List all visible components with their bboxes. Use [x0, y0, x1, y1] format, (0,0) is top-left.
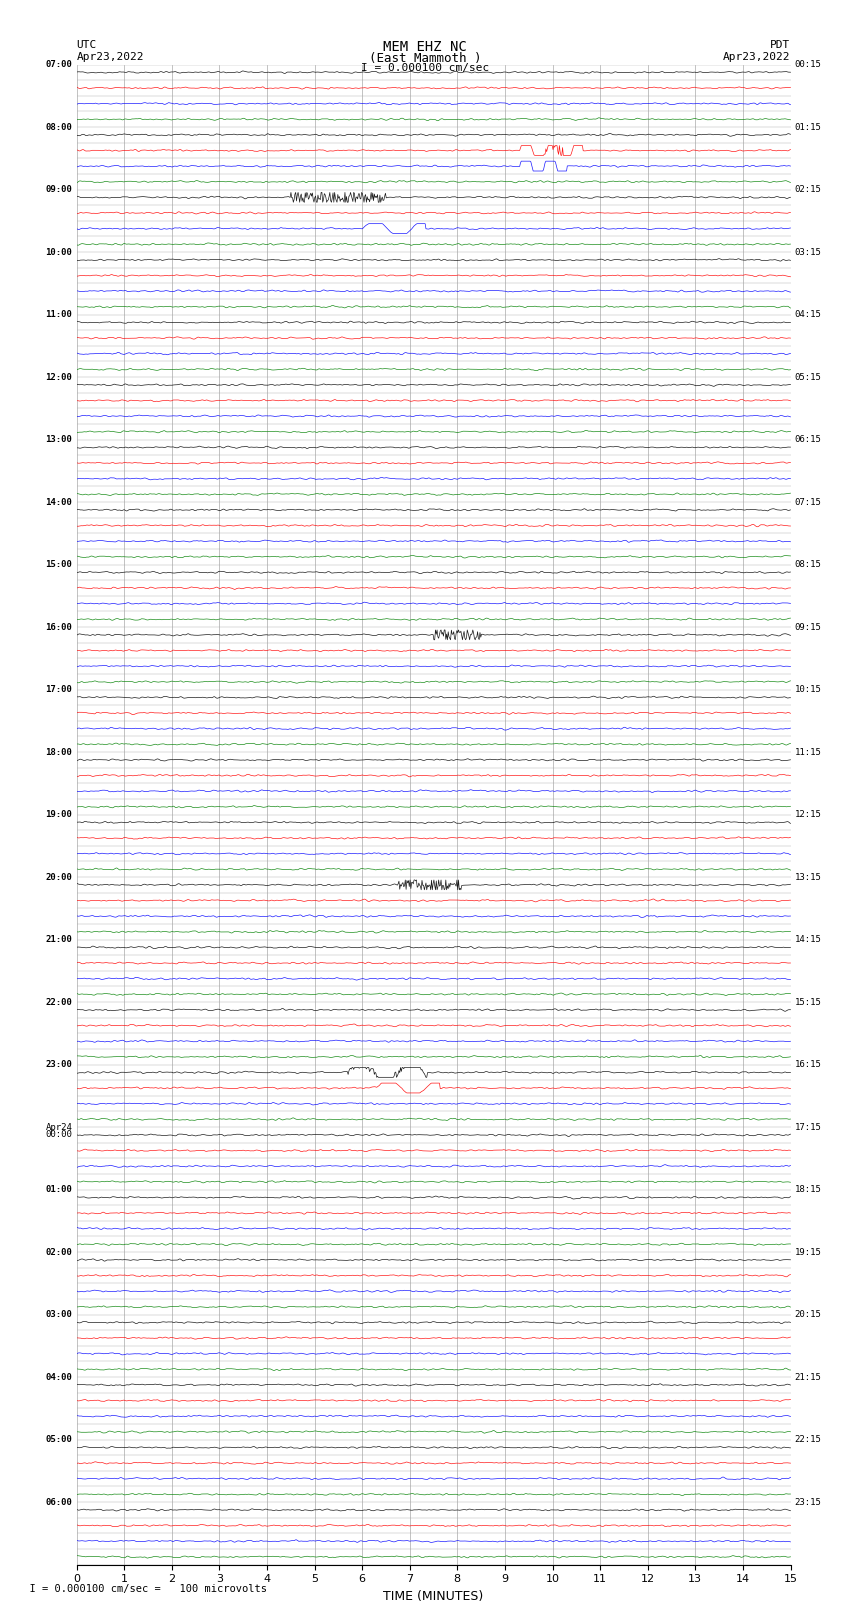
- Text: 02:00: 02:00: [45, 1247, 72, 1257]
- Text: Apr23,2022: Apr23,2022: [76, 52, 144, 61]
- X-axis label: TIME (MINUTES): TIME (MINUTES): [383, 1590, 484, 1603]
- Text: 02:15: 02:15: [795, 185, 822, 194]
- Text: Apr24: Apr24: [45, 1123, 72, 1132]
- Text: I = 0.000100 cm/sec: I = 0.000100 cm/sec: [361, 63, 489, 73]
- Text: 05:00: 05:00: [45, 1436, 72, 1444]
- Text: 06:15: 06:15: [795, 436, 822, 444]
- Text: 01:00: 01:00: [45, 1186, 72, 1194]
- Text: 12:00: 12:00: [45, 373, 72, 382]
- Text: 18:15: 18:15: [795, 1186, 822, 1194]
- Text: 17:15: 17:15: [795, 1123, 822, 1132]
- Text: 05:15: 05:15: [795, 373, 822, 382]
- Text: (East Mammoth ): (East Mammoth ): [369, 52, 481, 65]
- Text: 07:15: 07:15: [795, 497, 822, 506]
- Text: 00:15: 00:15: [795, 60, 822, 69]
- Text: 03:15: 03:15: [795, 247, 822, 256]
- Text: 09:15: 09:15: [795, 623, 822, 632]
- Text: 23:00: 23:00: [45, 1060, 72, 1069]
- Text: 20:00: 20:00: [45, 873, 72, 882]
- Text: 10:15: 10:15: [795, 686, 822, 694]
- Text: 14:15: 14:15: [795, 936, 822, 944]
- Text: 13:00: 13:00: [45, 436, 72, 444]
- Text: 04:15: 04:15: [795, 310, 822, 319]
- Text: 16:15: 16:15: [795, 1060, 822, 1069]
- Text: 08:15: 08:15: [795, 560, 822, 569]
- Text: 12:15: 12:15: [795, 810, 822, 819]
- Text: 07:00: 07:00: [45, 60, 72, 69]
- Text: 19:15: 19:15: [795, 1247, 822, 1257]
- Text: 20:15: 20:15: [795, 1310, 822, 1319]
- Text: 10:00: 10:00: [45, 247, 72, 256]
- Text: 09:00: 09:00: [45, 185, 72, 194]
- Text: 18:00: 18:00: [45, 747, 72, 756]
- Text: 22:00: 22:00: [45, 997, 72, 1007]
- Text: 14:00: 14:00: [45, 497, 72, 506]
- Text: 16:00: 16:00: [45, 623, 72, 632]
- Text: 19:00: 19:00: [45, 810, 72, 819]
- Text: 08:00: 08:00: [45, 123, 72, 132]
- Text: 22:15: 22:15: [795, 1436, 822, 1444]
- Text: 23:15: 23:15: [795, 1497, 822, 1507]
- Text: 21:00: 21:00: [45, 936, 72, 944]
- Text: 17:00: 17:00: [45, 686, 72, 694]
- Text: MEM EHZ NC: MEM EHZ NC: [383, 40, 467, 55]
- Text: UTC: UTC: [76, 40, 97, 50]
- Text: 11:00: 11:00: [45, 310, 72, 319]
- Text: 04:00: 04:00: [45, 1373, 72, 1382]
- Text: 00:00: 00:00: [45, 1131, 72, 1139]
- Text: 01:15: 01:15: [795, 123, 822, 132]
- Text: 15:00: 15:00: [45, 560, 72, 569]
- Text: 11:15: 11:15: [795, 747, 822, 756]
- Text: 15:15: 15:15: [795, 997, 822, 1007]
- Text: 06:00: 06:00: [45, 1497, 72, 1507]
- Text: PDT: PDT: [770, 40, 790, 50]
- Text: 03:00: 03:00: [45, 1310, 72, 1319]
- Text: Apr23,2022: Apr23,2022: [723, 52, 791, 61]
- Text: I = 0.000100 cm/sec =   100 microvolts: I = 0.000100 cm/sec = 100 microvolts: [17, 1584, 267, 1594]
- Text: 21:15: 21:15: [795, 1373, 822, 1382]
- Text: 13:15: 13:15: [795, 873, 822, 882]
